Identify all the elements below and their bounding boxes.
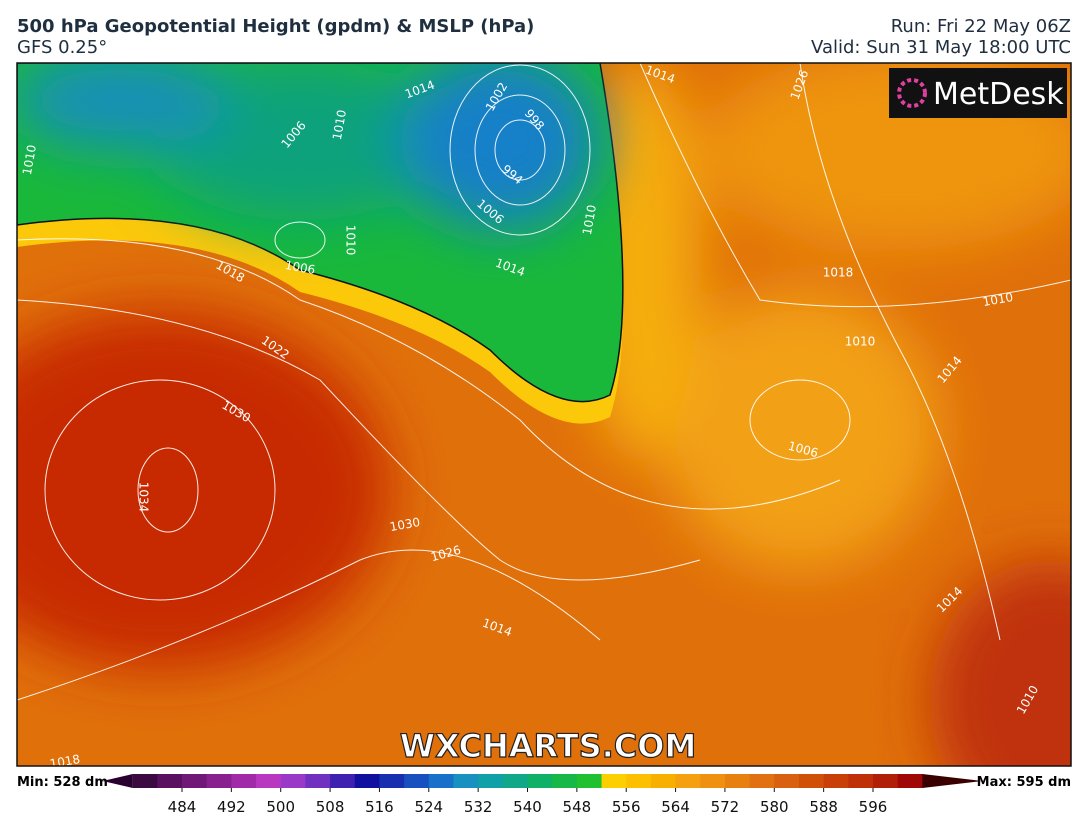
colorbar-tick-label: 556 [612,798,641,816]
logo-box: MetDesk [889,68,1067,118]
isobar-label: 1010 [580,204,599,237]
colorbar-segment [650,774,677,788]
model: GFS 0.25° [17,37,107,58]
isobar-label: 1030 [389,515,422,534]
colorbar-segment [527,774,553,788]
isobar-label: 1006 [284,258,317,277]
colorbar-segment [256,774,282,788]
colorbar-tick-label: 484 [168,798,197,816]
isobar-label: 1018 [49,752,82,771]
colorbar-segment [354,774,380,788]
colorbar-segment [157,774,183,788]
colorbar-tick-label: 524 [414,798,443,816]
colorbar-arrow-left [102,774,133,788]
isobar-label: 1010 [344,225,358,256]
colorbar-segment [576,774,603,788]
colorbar-min: Min: 528 dm [17,775,108,790]
colorbar-segment [749,774,775,788]
colorbar-segment [453,774,479,788]
colorbar-tick-label: 508 [316,798,345,816]
isobar-label: 1018 [823,266,854,280]
isobar-label: 1010 [330,109,349,142]
colorbar-tick-label: 516 [365,798,394,816]
colorbar-segment [305,774,331,788]
title: 500 hPa Geopotential Height (gpdm) & MSL… [17,16,534,37]
colorbar-segment [873,774,899,788]
colorbar-segment [552,774,578,788]
watermark: WXCHARTS.COM [400,727,697,765]
colorbar-segment [823,774,849,788]
colorbar-segment [848,774,874,788]
colorbar-segment [280,774,306,788]
colorbar: 484 492 500 508 516 524 532 540 548 556 564 572 580 5… [102,774,983,816]
colorbar-segment [428,774,454,788]
colorbar-segment [724,774,751,788]
colorbar-segment [675,774,701,788]
colorbar-arrow-right [922,774,983,788]
colorbar-tick-label: 572 [711,798,740,816]
colorbar-segment [478,774,504,788]
colorbar-tick-label: 596 [859,798,888,816]
colorbar-segment [601,774,627,788]
colorbar-segment [206,774,232,788]
colorbar-segment [231,774,257,788]
valid-time: Valid: Sun 31 May 18:00 UTC [811,37,1071,58]
colorbar-tick-label: 492 [217,798,246,816]
colorbar-tick-label: 548 [563,798,592,816]
isobar-label: 1034 [137,482,151,513]
colorbar-tick-label: 580 [760,798,789,816]
logo: MetDesk [933,77,1064,112]
colorbar-segment [774,774,800,788]
colorbar-tick-label: 500 [266,798,295,816]
colorbar-segment [626,774,652,788]
colorbar-segment [404,774,430,788]
colorbar-tick-label: 540 [513,798,542,816]
isobar-label: 1010 [20,144,39,177]
colorbar-tick-label: 588 [809,798,838,816]
colorbar-segment [379,774,405,788]
map-frame [16,62,1072,767]
colorbar-segment [502,774,528,788]
colorbar-segment [330,774,356,788]
colorbar-tick-label: 564 [661,798,690,816]
colorbar-segment [182,774,208,788]
colorbar-segment [700,774,726,788]
colorbar-max: Max: 595 dm [977,775,1071,790]
run-time: Run: Fri 22 May 06Z [891,16,1071,37]
colorbar-segment [897,774,923,788]
colorbar-tick-label: 532 [464,798,493,816]
isobar-label: 1010 [845,335,876,349]
isobar-label: 1010 [982,290,1015,309]
colorbar-segment [132,774,158,788]
colorbar-segment [798,774,825,788]
